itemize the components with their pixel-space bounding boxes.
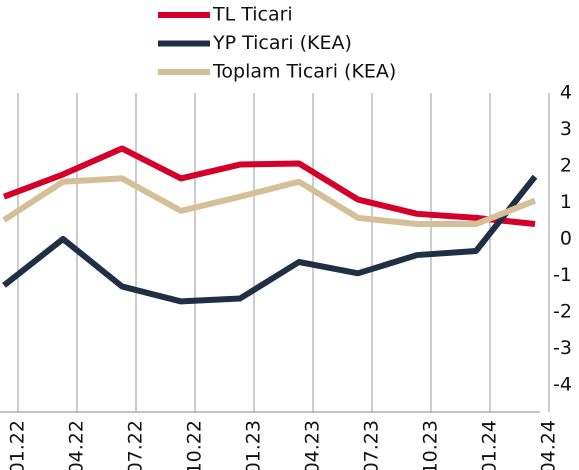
x-tick-label: 10.23 <box>420 420 442 470</box>
x-tick-label: 04.24 <box>538 420 560 470</box>
y-tick-label: 0 <box>560 228 572 250</box>
series-line <box>2 174 538 305</box>
x-tick-label: 04.22 <box>66 420 88 470</box>
legend-label: YP Ticari (KEA) <box>212 32 352 54</box>
series-line <box>2 145 536 228</box>
y-tick-label: 2 <box>560 155 572 177</box>
y-tick-label: 1 <box>560 191 572 213</box>
y-tick-label: -4 <box>553 374 572 396</box>
legend-label: TL Ticari <box>212 4 293 26</box>
x-tick-label: 01.24 <box>479 420 501 470</box>
x-tick-label: 07.22 <box>125 420 147 470</box>
x-tick-label: 01.22 <box>7 420 29 470</box>
series-line <box>2 175 537 228</box>
x-tick-label: 10.22 <box>184 420 206 470</box>
y-tick-label: -1 <box>553 264 572 286</box>
y-tick-label: -2 <box>553 301 572 323</box>
x-tick-label: 01.23 <box>243 420 265 470</box>
x-tick-label: 07.23 <box>361 420 383 470</box>
y-tick-label: -3 <box>553 337 572 359</box>
y-tick-label: 3 <box>560 118 572 140</box>
legend-label: Toplam Ticari (KEA) <box>212 61 396 83</box>
x-tick-label: 04.23 <box>302 420 324 470</box>
y-tick-label: 4 <box>560 82 572 104</box>
